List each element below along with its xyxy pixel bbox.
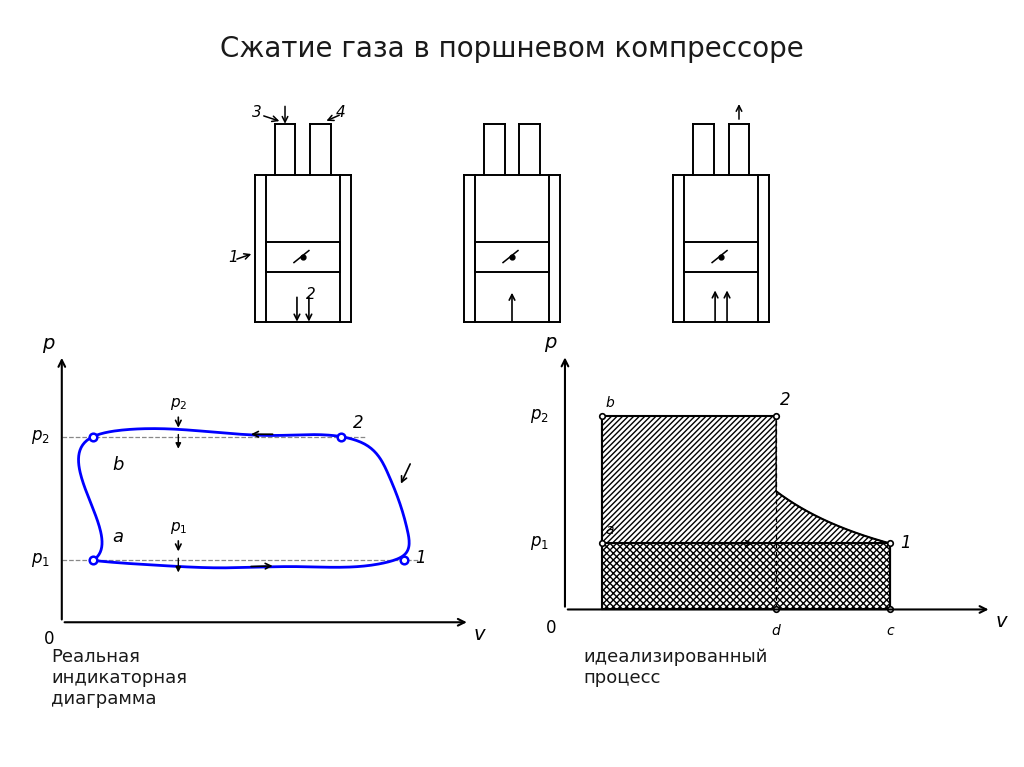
Text: p: p — [545, 333, 557, 352]
Text: Реальная
индикаторная
диаграмма: Реальная индикаторная диаграмма — [51, 648, 187, 708]
Text: b: b — [605, 396, 614, 410]
Text: 1: 1 — [416, 549, 426, 567]
Text: v: v — [995, 612, 1007, 630]
Text: c: c — [886, 624, 894, 637]
Text: 4: 4 — [336, 105, 345, 120]
Text: 3: 3 — [252, 105, 262, 120]
Text: p: p — [42, 334, 54, 353]
Text: 1: 1 — [228, 250, 238, 265]
Polygon shape — [601, 543, 890, 610]
Text: b: b — [113, 456, 124, 475]
Text: a: a — [113, 528, 123, 545]
Text: Сжатие газа в поршневом компрессоре: Сжатие газа в поршневом компрессоре — [220, 35, 804, 63]
Polygon shape — [601, 416, 890, 543]
Text: 2: 2 — [780, 391, 791, 409]
Text: $p_2$: $p_2$ — [170, 396, 187, 412]
Text: v: v — [473, 625, 485, 644]
Text: $p_2$: $p_2$ — [529, 407, 549, 425]
Text: 1: 1 — [900, 535, 910, 552]
Text: a: a — [605, 524, 614, 538]
Text: d: d — [772, 624, 780, 637]
Text: 0: 0 — [44, 630, 54, 647]
Text: $p_1$: $p_1$ — [170, 520, 187, 535]
Text: 2: 2 — [353, 413, 364, 432]
Text: $p_2$: $p_2$ — [32, 428, 50, 446]
Text: $p_1$: $p_1$ — [529, 535, 549, 552]
Text: 2: 2 — [306, 287, 315, 302]
Text: $p_1$: $p_1$ — [31, 551, 50, 569]
Text: 0: 0 — [547, 619, 557, 637]
Text: идеализированный
процесс: идеализированный процесс — [584, 648, 768, 687]
